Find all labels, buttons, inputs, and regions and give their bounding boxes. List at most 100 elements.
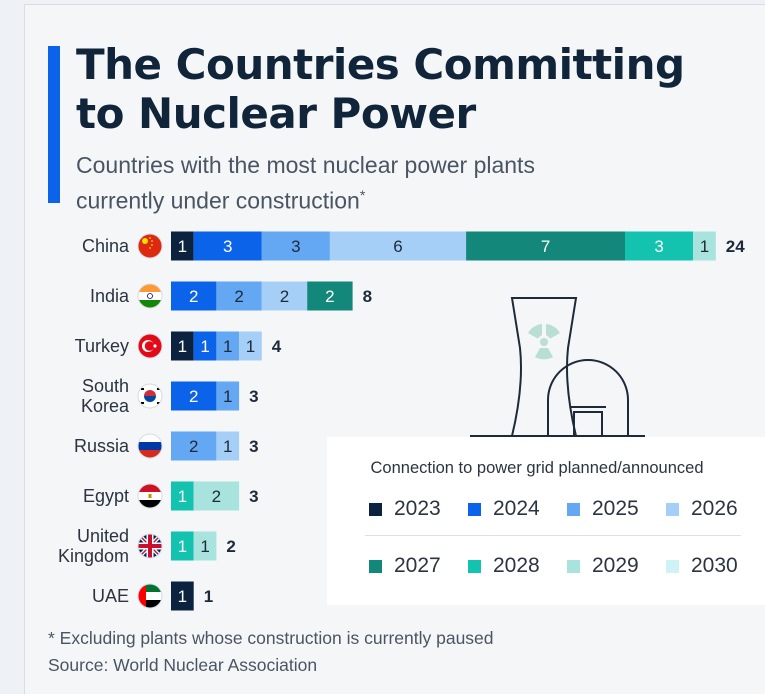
total-label: 24 (726, 237, 745, 256)
bar-segment (171, 531, 194, 561)
legend-label-2027: 2027 (394, 554, 441, 577)
segment-label: 3 (223, 237, 232, 256)
legend-swatch-2027 (369, 559, 382, 573)
segment-label: 1 (246, 337, 255, 356)
segment-label: 2 (189, 387, 198, 406)
legend-label-2029: 2029 (592, 554, 639, 577)
bar-segment (171, 281, 217, 311)
category-label: China (82, 236, 130, 256)
russia-flag-icon (137, 433, 163, 459)
turkey-flag-icon (137, 333, 163, 359)
legend-swatch-2030 (666, 559, 679, 573)
legend-swatch-2023 (369, 502, 382, 516)
category-label: UAE (92, 586, 129, 606)
legend-item-2024: 2024 (468, 497, 540, 521)
legend-label-2028: 2028 (493, 554, 540, 577)
bar-segment (193, 481, 240, 511)
segment-label: 2 (189, 287, 198, 306)
total-label: 3 (249, 487, 258, 506)
bar-segment (171, 331, 194, 361)
footnote: * Excluding plants whose construction is… (48, 628, 494, 648)
total-label: 4 (272, 337, 282, 356)
legend-swatch-2029 (567, 559, 580, 573)
china-flag-icon (137, 233, 163, 259)
category-label: India (90, 286, 130, 306)
segment-label: 1 (178, 337, 187, 356)
bar-segment (216, 381, 240, 411)
nuclear-plant-icon (470, 297, 645, 437)
legend-swatch-2024 (468, 502, 481, 516)
legend-label-2023: 2023 (394, 497, 441, 520)
segment-label: 1 (223, 437, 232, 456)
legend-label-2025: 2025 (592, 497, 639, 520)
legend-item-2030: 2030 (666, 554, 738, 578)
bar-segment (693, 231, 716, 261)
bar-segment (171, 381, 217, 411)
total-label: 3 (249, 387, 258, 406)
total-label: 3 (249, 437, 258, 456)
bar-segment (193, 331, 217, 361)
bar-segment (193, 231, 262, 261)
legend-swatch-2025 (567, 502, 580, 516)
legend: Connection to power grid planned/announc… (327, 437, 765, 605)
segment-label: 1 (200, 537, 209, 556)
segment-label: 2 (212, 487, 221, 506)
segment-label: 1 (178, 587, 187, 606)
bar-segment (216, 331, 240, 361)
bar-segment (193, 531, 217, 561)
bar-segment (171, 581, 194, 611)
south-korea-flag-icon (137, 383, 163, 409)
bar-segment (171, 481, 194, 511)
chart-title: The Countries Committing to Nuclear Power (76, 40, 756, 138)
bar-segment (216, 281, 262, 311)
bar-segment (466, 231, 625, 261)
total-label: 8 (363, 287, 372, 306)
segment-label: 7 (541, 237, 550, 256)
bar-segment (239, 331, 262, 361)
subtitle-line-2: currently under construction (76, 187, 360, 214)
legend-item-2027: 2027 (369, 554, 441, 578)
total-label: 1 (204, 587, 213, 606)
legend-item-2025: 2025 (567, 497, 639, 521)
chart-subtitle: Countries with the most nuclear power pl… (76, 150, 726, 216)
bar-segment (216, 431, 240, 461)
bar-segment (307, 281, 353, 311)
segment-label: 1 (178, 487, 187, 506)
united-kingdom-flag-icon (137, 533, 163, 559)
segment-label: 1 (223, 387, 232, 406)
bar-segment (261, 281, 308, 311)
legend-title: Connection to power grid planned/announc… (370, 459, 704, 477)
segment-label: 1 (700, 237, 709, 256)
title-line-1: The Countries Committing (76, 40, 685, 89)
segment-label: 2 (280, 287, 289, 306)
legend-item-2028: 2028 (468, 554, 540, 578)
title-line-2: to Nuclear Power (76, 89, 476, 138)
radiation-icon (528, 324, 560, 360)
legend-swatch-2028 (468, 559, 481, 573)
bar-segment (261, 231, 330, 261)
egypt-flag-icon (137, 483, 163, 509)
source-note: Source: World Nuclear Association (48, 655, 318, 675)
segment-label: 1 (200, 337, 209, 356)
title-accent-bar (48, 46, 60, 203)
category-label: United Kingdom (58, 526, 129, 566)
category-label: Turkey (75, 336, 129, 356)
legend-label-2024: 2024 (493, 497, 540, 520)
bar-segment (329, 231, 467, 261)
segment-label: 1 (178, 537, 187, 556)
bar-segment (171, 231, 194, 261)
bar-segment (171, 431, 217, 461)
legend-label-2026: 2026 (691, 497, 738, 520)
category-label: Russia (74, 436, 130, 456)
subtitle-footnote-marker: * (359, 187, 366, 203)
segment-label: 2 (189, 437, 198, 456)
legend-item-2029: 2029 (567, 554, 639, 578)
total-label: 2 (226, 537, 235, 556)
segment-label: 2 (234, 287, 243, 306)
segment-label: 2 (325, 287, 334, 306)
segment-label: 1 (223, 337, 232, 356)
category-label: Egypt (83, 486, 129, 506)
legend-item-2026: 2026 (666, 497, 738, 521)
india-flag-icon (137, 283, 163, 309)
